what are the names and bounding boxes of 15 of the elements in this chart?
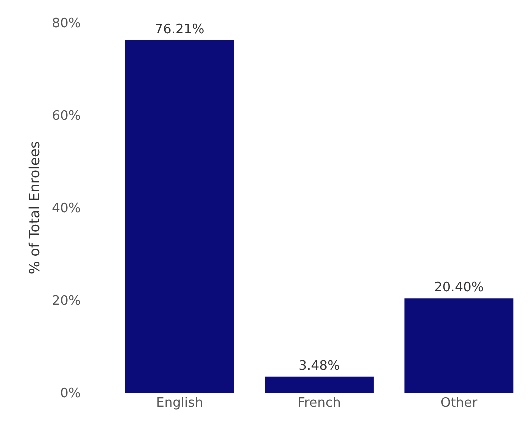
y-tick-label: 0% [60,386,81,402]
y-tick-label: 80% [52,16,81,32]
bar [125,40,234,393]
x-tick-label: English [156,396,204,411]
y-tick-label: 40% [52,202,81,217]
bar [404,298,514,393]
data-label: 76.21% [155,22,205,38]
y-tick-label: 60% [52,109,81,124]
bar [265,376,374,393]
data-label: 20.40% [434,280,484,296]
data-label: 3.48% [298,358,340,374]
x-tick-label: Other [440,396,478,411]
y-tick-label: 20% [52,294,81,310]
x-tick-label: French [298,396,342,411]
y-axis-title: % of Total Enrolees [28,142,44,274]
